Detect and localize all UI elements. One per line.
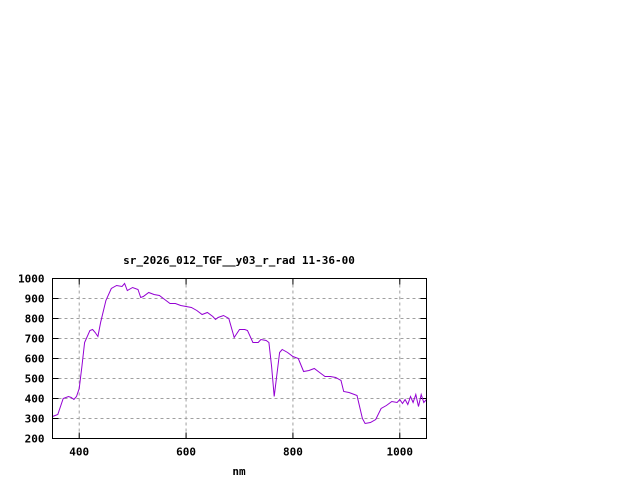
x-tick-label: 1000 (387, 446, 414, 459)
series-line (52, 282, 427, 425)
x-axis-label: nm (232, 465, 246, 478)
y-tick-label: 400 (25, 393, 45, 406)
y-tick-label: 900 (25, 293, 45, 306)
y-tick-label: 500 (25, 373, 45, 386)
grid (52, 278, 427, 439)
chart-title: sr_2026_012_TGF__y03_r_rad 11-36-00 (123, 254, 355, 267)
y-tick-label: 200 (25, 433, 45, 446)
y-tick-label: 800 (25, 313, 45, 326)
y-tick-label: 300 (25, 413, 45, 426)
x-tick-label: 400 (69, 446, 89, 459)
x-tick-label: 600 (176, 446, 196, 459)
y-tick-label: 700 (25, 333, 45, 346)
ticks: 200 300 400 500 600 700 800 900 1000 400 600 800 100… (18, 273, 427, 459)
y-tick-label: 600 (25, 353, 45, 366)
x-tick-label: 800 (283, 446, 303, 459)
y-tick-label: 1000 (18, 273, 45, 286)
plot-border (52, 278, 427, 439)
